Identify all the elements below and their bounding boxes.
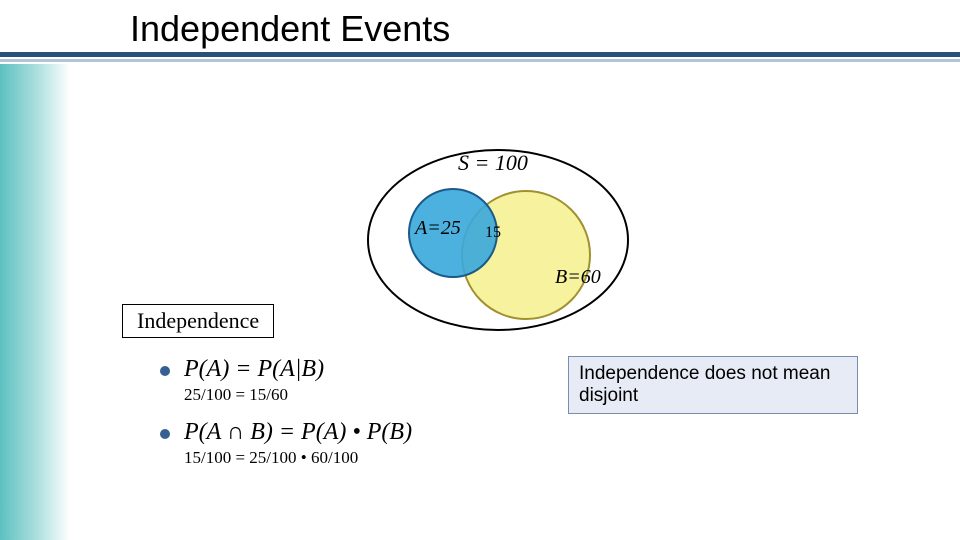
sample-space-label: S = 100 <box>458 150 528 176</box>
slide-title: Independent Events <box>130 8 450 50</box>
bullet-item: P(A ∩ B) = P(A) • P(B) 15/100 = 25/100 •… <box>160 419 412 468</box>
bullet-list: P(A) = P(A|B) 25/100 = 15/60 P(A ∩ B) = … <box>160 356 412 474</box>
independence-heading-box: Independence <box>122 304 274 338</box>
bullet-dot-icon <box>160 429 170 439</box>
equation-1-sub: 25/100 = 15/60 <box>184 385 324 405</box>
bullet-item: P(A) = P(A|B) 25/100 = 15/60 <box>160 356 412 405</box>
decorative-stripe-dark <box>0 52 960 57</box>
equation-2: P(A ∩ B) = P(A) • P(B) <box>184 419 412 446</box>
decorative-left-gradient <box>0 64 70 540</box>
equation-1: P(A) = P(A|B) <box>184 356 324 383</box>
circle-a-label: A=25 <box>415 217 461 240</box>
overlap-label: 15 <box>485 224 501 242</box>
decorative-stripe-light <box>0 59 960 62</box>
circle-b-label: B=60 <box>555 266 601 289</box>
bullet-dot-icon <box>160 366 170 376</box>
callout-box: Independence does not mean disjoint <box>568 356 858 414</box>
equation-2-sub: 15/100 = 25/100 • 60/100 <box>184 448 412 468</box>
